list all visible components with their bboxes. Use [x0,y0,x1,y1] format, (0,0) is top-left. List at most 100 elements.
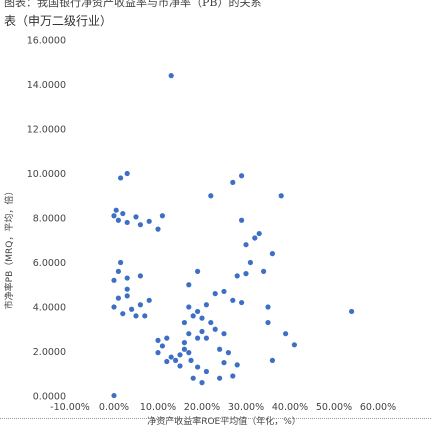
x-tick-label: 10.00% [140,402,176,413]
y-tick-label: 0.0000 [33,392,66,403]
data-point [124,275,130,281]
y-tick-label: 6.0000 [33,258,66,269]
data-point [142,313,148,319]
footer-divider [0,418,431,419]
data-point [195,364,201,370]
data-point [278,193,284,199]
data-point [195,308,201,315]
data-point [111,213,117,219]
data-point [115,217,121,223]
data-point [252,235,258,241]
data-point [243,242,249,248]
data-point [190,313,196,319]
data-point [221,360,227,366]
data-point [234,273,240,279]
data-point [115,295,121,301]
data-point [159,343,165,349]
data-point [225,350,231,356]
y-tick-label: 14.0000 [27,80,66,91]
data-point [155,350,161,356]
data-point [188,357,194,363]
data-point [203,335,209,341]
data-point [137,222,143,228]
data-point [265,304,271,310]
data-point [159,213,165,219]
data-point [239,299,245,306]
data-point [146,297,152,303]
data-point [181,340,187,346]
x-tick-label: 0.00% [99,402,129,413]
data-point [124,170,130,177]
data-point [177,352,183,358]
data-point [349,308,355,315]
data-point [155,226,161,232]
data-points [111,73,355,399]
data-point [164,335,170,341]
y-tick-label: 4.0000 [33,303,66,314]
y-tick-label: 12.0000 [27,125,66,136]
x-tick-label: 20.00% [184,402,220,413]
x-tick-label: -10.00% [50,402,90,413]
data-point [177,363,183,369]
data-point [118,259,124,266]
data-point [195,335,201,341]
data-point [133,313,139,319]
data-point [146,218,152,224]
data-point [283,331,289,337]
data-point [120,311,126,317]
data-point [217,346,223,352]
data-point [173,357,179,363]
figure-caption: 表（申万二级行业） [4,14,113,28]
data-point [111,392,117,399]
y-tick-label: 16.0000 [27,36,66,47]
data-point [239,217,245,223]
data-point [239,173,245,179]
data-point [208,319,214,326]
data-point [256,230,262,237]
x-axis-label: 净资产收益率ROE平均值（年化，%） [147,415,301,425]
data-point [155,337,161,343]
data-point [186,331,192,337]
data-point [230,297,236,303]
data-point [124,293,130,299]
data-point [212,291,218,297]
data-point [111,304,117,310]
data-point [243,271,249,277]
y-tick-labels: 0.0000 2.0000 4.0000 6.0000 8.0000 10.0000 12.… [27,36,66,403]
data-point [269,357,275,363]
data-point [186,304,192,310]
data-point [203,368,209,375]
x-tick-label: 30.00% [228,402,264,413]
data-point [115,268,121,274]
x-tick-labels: -10.00% 0.00% 10.00% 20.00% 30.00% 40.00% 50.0… [50,402,396,413]
figure-caption-top: 图表：我国银行净资产收益率与市净率（PB）的关系 [4,0,262,8]
data-point [217,375,223,381]
y-tick-label: 8.0000 [33,214,66,225]
data-point [221,331,227,337]
data-point [137,273,143,279]
data-point [129,306,135,312]
y-tick-label: 10.0000 [27,169,66,180]
data-point [230,373,236,379]
data-point [124,286,130,292]
data-point [195,268,201,274]
data-point [186,350,192,356]
data-point [181,319,187,326]
data-point [124,219,130,226]
data-point [212,326,218,332]
data-point [203,302,209,308]
data-point [199,380,205,386]
y-tick-label: 2.0000 [33,347,66,358]
data-point [190,375,196,381]
y-axis-label: 市净率PB（MRQ，平均，倍） [3,187,15,310]
data-point [168,73,174,79]
data-point [113,207,119,213]
data-point [199,315,205,321]
data-point [111,277,117,283]
data-point [230,179,236,185]
data-point [133,214,139,220]
data-point [247,259,253,266]
data-point [137,302,143,308]
data-point [261,268,267,274]
